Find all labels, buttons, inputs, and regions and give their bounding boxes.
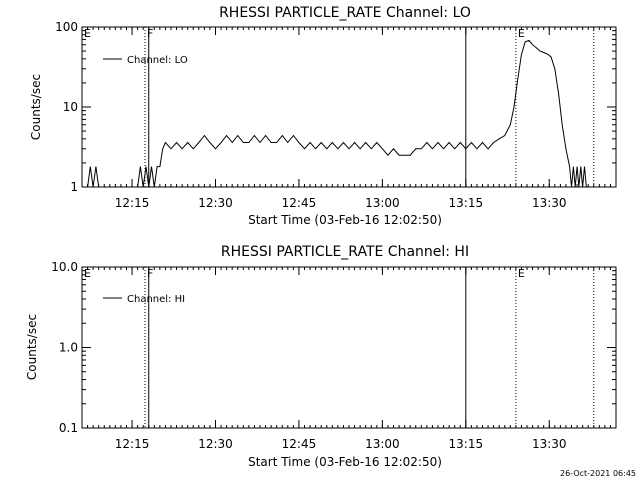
x-tick-label-hi: 13:30 [532,437,567,451]
event-marker-label-hi: E [84,267,91,280]
event-marker-label-hi: E [518,267,525,280]
event-marker-label-hi: F [147,267,153,280]
axes-group-hi: 12:15 12:30 12:45 13:00 13:15 13:30 0.1 1.0 10.0… [51,260,617,451]
y-tick-label-lo: 10 [63,100,78,114]
x-tick-label-hi: 12:30 [198,437,233,451]
event-marker-label-lo: F [147,27,153,40]
y-axis-label-lo: Counts/sec [29,74,43,140]
y-tick-label-lo: 1 [70,180,78,194]
series-line-lo-0 [87,39,587,188]
x-tick-label-lo: 13:30 [532,196,567,210]
panel-lo: RHESSI PARTICLE_RATE Channel: LO Counts/… [29,5,617,227]
x-tick-label-hi: 12:45 [282,437,317,451]
axes-group-lo: 12:15 12:30 12:45 13:00 13:15 13:30 1 10 100 E F E [55,20,617,210]
y-tick-label-hi: 10.0 [51,260,78,274]
plot-frame-lo [81,26,617,188]
y-tick-label-hi: 0.1 [59,421,78,435]
plot-frame-hi [81,266,617,429]
chart-title-hi: RHESSI PARTICLE_RATE Channel: HI [221,244,469,260]
legend-label-hi: Channel: HI [127,294,185,305]
panel-hi: RHESSI PARTICLE_RATE Channel: HI Counts/… [25,244,617,469]
x-axis-label-hi: Start Time (03-Feb-16 12:02:50) [248,455,442,469]
event-marker-label-lo: E [518,27,525,40]
x-tick-label-hi: 13:15 [449,437,484,451]
x-axis-label-lo: Start Time (03-Feb-16 12:02:50) [248,213,442,227]
event-marker-label-lo: E [84,27,91,40]
y-axis-label-hi: Counts/sec [25,314,39,380]
x-tick-label-lo: 12:45 [282,196,317,210]
x-tick-label-lo: 13:00 [365,196,400,210]
y-tick-label-hi: 1.0 [59,341,78,355]
chart-title-lo: RHESSI PARTICLE_RATE Channel: LO [219,5,471,21]
x-tick-label-hi: 12:15 [115,437,150,451]
x-tick-label-lo: 12:15 [115,196,150,210]
y-tick-label-lo: 100 [55,20,78,34]
x-tick-label-lo: 12:30 [198,196,233,210]
x-tick-label-hi: 13:00 [365,437,400,451]
footer-timestamp: 26-Oct-2021 06:45 [560,469,636,478]
legend-label-lo: Channel: LO [127,55,188,66]
x-tick-label-lo: 13:15 [449,196,484,210]
